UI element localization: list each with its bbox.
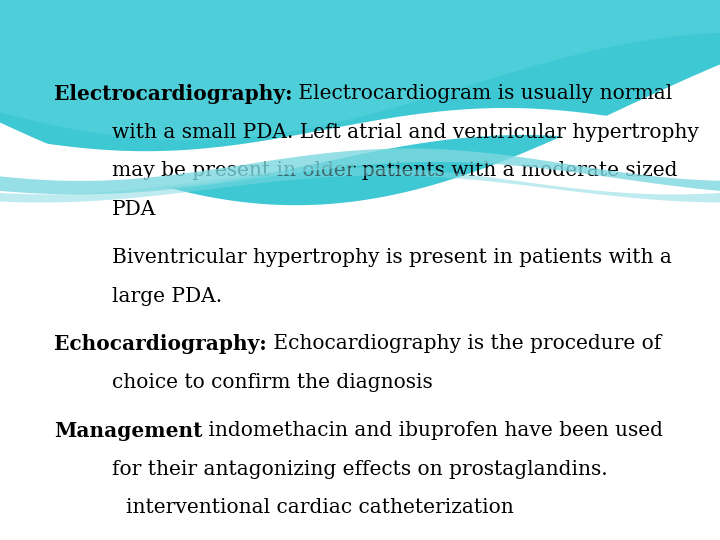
Polygon shape [0,0,720,205]
Text: Echocardiography:: Echocardiography: [54,334,266,354]
Polygon shape [0,148,720,194]
Text: choice to confirm the diagnosis: choice to confirm the diagnosis [112,373,432,392]
Text: may be present in older patients with a moderate sized: may be present in older patients with a … [112,161,677,180]
Text: Biventricular hypertrophy is present in patients with a: Biventricular hypertrophy is present in … [112,248,672,267]
Polygon shape [0,167,720,202]
Text: interventional cardiac catheterization: interventional cardiac catheterization [126,498,514,517]
Text: Echocardiography is the procedure of: Echocardiography is the procedure of [266,334,661,353]
Text: PDA: PDA [112,200,156,219]
Text: with a small PDA. Left atrial and ventricular hypertrophy: with a small PDA. Left atrial and ventri… [112,123,698,141]
Text: Management: Management [54,421,202,441]
Text: large PDA.: large PDA. [112,287,222,306]
Text: indomethacin and ibuprofen have been used: indomethacin and ibuprofen have been use… [202,421,663,440]
Text: Electrocardiogram is usually normal: Electrocardiogram is usually normal [292,84,672,103]
Polygon shape [0,0,720,140]
Text: Electrocardiography:: Electrocardiography: [54,84,292,104]
Polygon shape [0,108,720,189]
Text: for their antagonizing effects on prostaglandins.: for their antagonizing effects on prosta… [112,460,607,478]
